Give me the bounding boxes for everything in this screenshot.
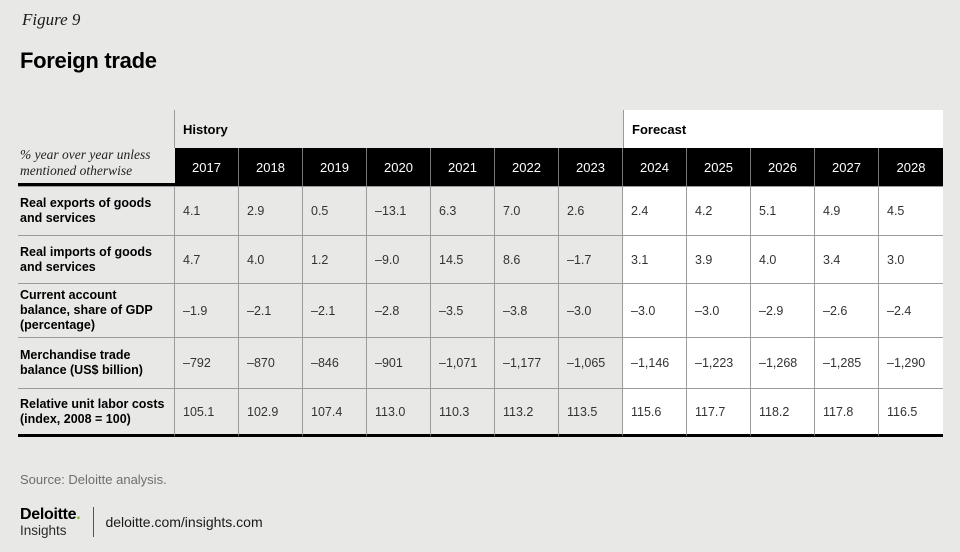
value-cell-2023: –3.0 — [559, 283, 623, 337]
value-cell-2026: 4.0 — [751, 235, 815, 283]
deloitte-insights-logo: Deloitte. Insights deloitte.com/insights… — [20, 507, 263, 538]
year-header-2019: 2019 — [303, 148, 367, 186]
history-band-label: History — [183, 121, 228, 137]
value-cell-2028: 4.5 — [879, 186, 943, 235]
value-cell-2022: 7.0 — [495, 186, 559, 235]
value-cell-2022: 113.2 — [495, 388, 559, 437]
value-cell-2017: –792 — [175, 337, 239, 388]
logo-word: Deloitte. — [20, 506, 81, 523]
value-cell-2026: 118.2 — [751, 388, 815, 437]
year-header-2020: 2020 — [367, 148, 431, 186]
table-unit-note: % year over year unless mentioned otherw… — [18, 147, 175, 186]
value-cell-2020: –9.0 — [367, 235, 431, 283]
value-cell-2027: 4.9 — [815, 186, 879, 235]
value-cell-2027: –2.6 — [815, 283, 879, 337]
value-cell-2022: 8.6 — [495, 235, 559, 283]
value-cell-2021: 6.3 — [431, 186, 495, 235]
value-cell-2024: 2.4 — [623, 186, 687, 235]
value-cell-2025: 3.9 — [687, 235, 751, 283]
row-label: Real exports of goods and services — [18, 186, 175, 235]
year-header-2027: 2027 — [815, 148, 879, 186]
value-cell-2023: 113.5 — [559, 388, 623, 437]
year-header-2023: 2023 — [559, 148, 623, 186]
value-cell-2021: 14.5 — [431, 235, 495, 283]
value-cell-2026: 5.1 — [751, 186, 815, 235]
page-title: Foreign trade — [20, 48, 157, 73]
value-cell-2019: –2.1 — [303, 283, 367, 337]
value-cell-2025: 117.7 — [687, 388, 751, 437]
value-cell-2025: –1,223 — [687, 337, 751, 388]
value-cell-2027: 3.4 — [815, 235, 879, 283]
value-cell-2017: 4.1 — [175, 186, 239, 235]
value-cell-2022: –1,177 — [495, 337, 559, 388]
value-cell-2024: 115.6 — [623, 388, 687, 437]
forecast-band-label: Forecast — [623, 110, 943, 148]
value-cell-2022: –3.8 — [495, 283, 559, 337]
value-cell-2028: –2.4 — [879, 283, 943, 337]
value-cell-2026: –2.9 — [751, 283, 815, 337]
figure-label: Figure 9 — [22, 10, 81, 29]
value-cell-2027: 117.8 — [815, 388, 879, 437]
value-cell-2020: –13.1 — [367, 186, 431, 235]
value-cell-2018: 102.9 — [239, 388, 303, 437]
trade-table: History Forecast % year over year unless… — [18, 110, 943, 437]
value-cell-2018: –870 — [239, 337, 303, 388]
value-cell-2018: 4.0 — [239, 235, 303, 283]
value-cell-2023: 2.6 — [559, 186, 623, 235]
value-cell-2028: 116.5 — [879, 388, 943, 437]
row-label: Current account balance, share of GDP (p… — [18, 283, 175, 337]
logo-wordmark: Deloitte. Insights — [20, 506, 81, 538]
value-cell-2021: 110.3 — [431, 388, 495, 437]
value-cell-2020: –901 — [367, 337, 431, 388]
value-cell-2019: 0.5 — [303, 186, 367, 235]
value-cell-2021: –3.5 — [431, 283, 495, 337]
logo-subtitle: Insights — [20, 523, 67, 538]
year-header-2021: 2021 — [431, 148, 495, 186]
value-cell-2024: –1,146 — [623, 337, 687, 388]
value-cell-2018: –2.1 — [239, 283, 303, 337]
footer-url: deloitte.com/insights.com — [105, 514, 263, 531]
value-cell-2025: –3.0 — [687, 283, 751, 337]
value-cell-2023: –1,065 — [559, 337, 623, 388]
value-cell-2024: –3.0 — [623, 283, 687, 337]
value-cell-2021: –1,071 — [431, 337, 495, 388]
value-cell-2019: 1.2 — [303, 235, 367, 283]
year-header-2017: 2017 — [175, 148, 239, 186]
value-cell-2026: –1,268 — [751, 337, 815, 388]
value-cell-2028: –1,290 — [879, 337, 943, 388]
year-header-2025: 2025 — [687, 148, 751, 186]
value-cell-2020: –2.8 — [367, 283, 431, 337]
value-cell-2020: 113.0 — [367, 388, 431, 437]
year-header-2018: 2018 — [239, 148, 303, 186]
value-cell-2019: 107.4 — [303, 388, 367, 437]
value-cell-2023: –1.7 — [559, 235, 623, 283]
value-cell-2024: 3.1 — [623, 235, 687, 283]
logo-green-dot: . — [76, 506, 81, 523]
row-label: Relative unit labor costs (index, 2008 =… — [18, 388, 175, 437]
year-header-2028: 2028 — [879, 148, 943, 186]
row-label: Real imports of goods and services — [18, 235, 175, 283]
value-cell-2017: 4.7 — [175, 235, 239, 283]
value-cell-2019: –846 — [303, 337, 367, 388]
year-header-2022: 2022 — [495, 148, 559, 186]
row-label: Merchandise trade balance (US$ billion) — [18, 337, 175, 388]
value-cell-2017: 105.1 — [175, 388, 239, 437]
table-corner-spacer — [18, 110, 175, 148]
value-cell-2018: 2.9 — [239, 186, 303, 235]
value-cell-2028: 3.0 — [879, 235, 943, 283]
source-note: Source: Deloitte analysis. — [20, 472, 167, 487]
year-header-2026: 2026 — [751, 148, 815, 186]
value-cell-2025: 4.2 — [687, 186, 751, 235]
value-cell-2017: –1.9 — [175, 283, 239, 337]
value-cell-2027: –1,285 — [815, 337, 879, 388]
logo-divider — [93, 507, 95, 538]
year-header-2024: 2024 — [623, 148, 687, 186]
